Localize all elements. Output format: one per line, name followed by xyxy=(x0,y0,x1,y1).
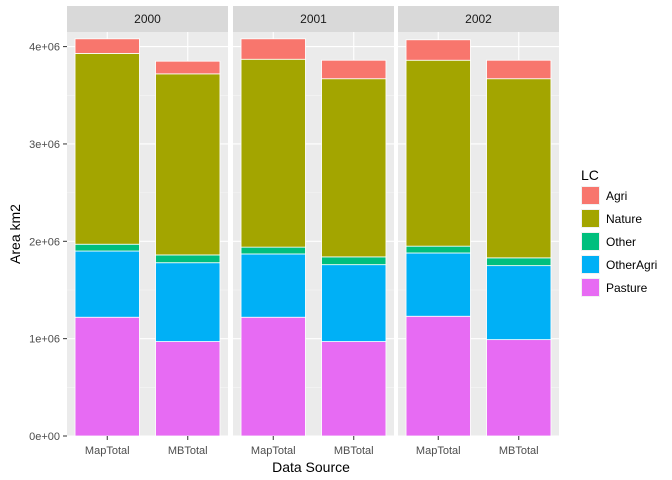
bar-segment-otheragri xyxy=(405,252,471,317)
bar-segment-pasture xyxy=(405,315,471,437)
facet-strip xyxy=(398,6,559,32)
x-axis-title: Data Source xyxy=(272,459,350,475)
legend-swatch-nature xyxy=(582,210,599,227)
bar-segment-nature xyxy=(486,78,552,259)
y-tick-label: 1e+06 xyxy=(29,334,60,346)
bar-segment-other xyxy=(155,254,221,264)
y-tick-label: 4e+06 xyxy=(29,42,60,54)
bar-segment-nature xyxy=(240,58,306,248)
x-tick-label: MBTotal xyxy=(334,445,374,457)
bar-segment-other xyxy=(240,246,306,255)
bar-segment-pasture xyxy=(486,339,552,437)
bar-segment-pasture xyxy=(155,341,221,437)
bar-segment-pasture xyxy=(321,341,387,437)
y-tick-label: 0e+00 xyxy=(29,431,60,443)
legend-swatch-otheragri xyxy=(582,256,599,273)
bar-segment-otheragri xyxy=(486,265,552,341)
bar-segment-other xyxy=(74,243,140,252)
bar-segment-agri xyxy=(321,59,387,80)
bar-segment-agri xyxy=(240,38,306,60)
legend-label: Nature xyxy=(606,212,642,226)
bar-segment-agri xyxy=(486,59,552,80)
bar-segment-agri xyxy=(155,60,221,75)
bar-segment-otheragri xyxy=(155,262,221,342)
bar-segment-nature xyxy=(405,59,471,247)
bar-segment-pasture xyxy=(240,316,306,437)
bar-segment-nature xyxy=(74,53,140,245)
legend-label: Agri xyxy=(606,189,627,203)
y-tick-label: 3e+06 xyxy=(29,139,60,151)
y-axis-title: Area km2 xyxy=(7,204,23,264)
legend-label: OtherAgri xyxy=(606,258,657,272)
bar-segment-agri xyxy=(74,38,140,54)
facet-strip-label: 2002 xyxy=(465,12,492,26)
bar-segment-otheragri xyxy=(240,253,306,318)
legend-label: Pasture xyxy=(606,281,648,295)
bar-segment-otheragri xyxy=(321,264,387,342)
facet-strip-label: 2001 xyxy=(300,12,327,26)
x-tick-label: MapTotal xyxy=(416,445,461,457)
legend-swatch-pasture xyxy=(582,279,599,296)
legend-swatch-agri xyxy=(582,187,599,204)
bar-segment-otheragri xyxy=(74,250,140,318)
facet-strip-label: 2000 xyxy=(134,12,161,26)
x-tick-label: MapTotal xyxy=(251,445,296,457)
legend-label: Other xyxy=(606,235,636,249)
bar-segment-pasture xyxy=(74,316,140,437)
facet-strip xyxy=(233,6,394,32)
x-tick-label: MapTotal xyxy=(85,445,130,457)
bar-segment-other xyxy=(321,256,387,266)
x-tick-label: MBTotal xyxy=(168,445,208,457)
bar-segment-other xyxy=(405,245,471,254)
bar-segment-other xyxy=(486,257,552,267)
legend-title: LC xyxy=(581,167,599,183)
x-tick-label: MBTotal xyxy=(499,445,539,457)
bar-segment-agri xyxy=(405,39,471,61)
y-tick-label: 2e+06 xyxy=(29,236,60,248)
legend-swatch-other xyxy=(582,233,599,250)
facet-strip xyxy=(67,6,228,32)
bar-segment-nature xyxy=(321,78,387,258)
bar-segment-nature xyxy=(155,73,221,256)
